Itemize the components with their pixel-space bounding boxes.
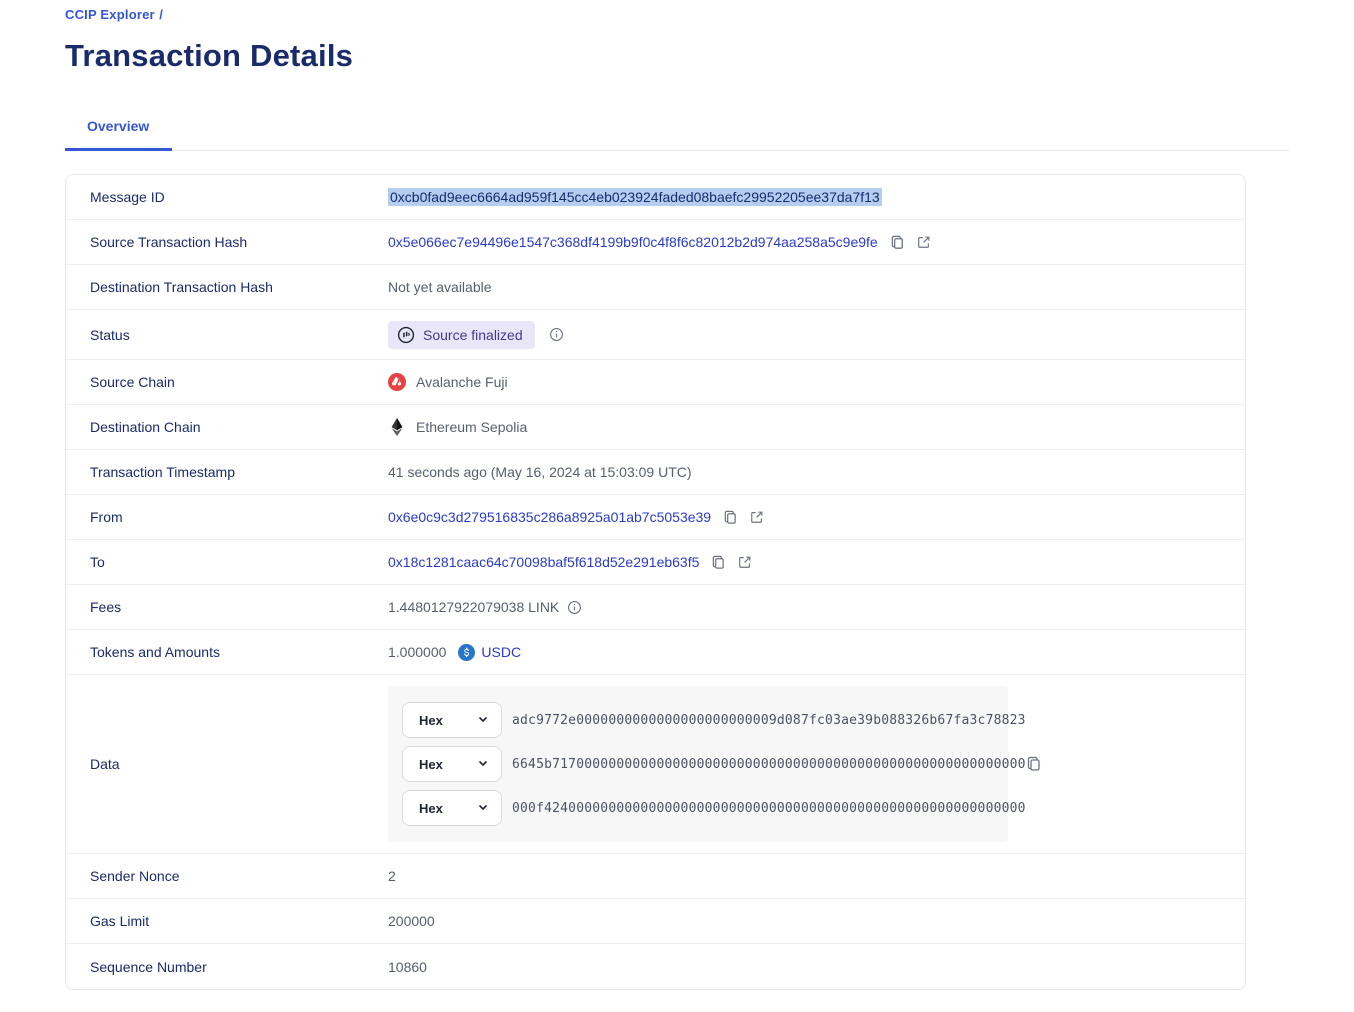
dest-chain-name: Ethereum Sepolia [416,419,528,435]
sender-nonce-label: Sender Nonce [90,868,180,884]
dest-chain-value: Ethereum Sepolia [388,418,527,436]
data-hex-line: 6645b71700000000000000000000000000000000… [512,756,1026,772]
tab-overview[interactable]: Overview [87,118,150,134]
data-line: Hex 000f42400000000000000000000000000000… [402,790,1026,826]
status-badge-text: Source finalized [423,326,523,343]
table-row-data: Data Hex adc9772e00000000000000000000000… [66,675,1245,854]
tokens-label: Tokens and Amounts [90,644,220,660]
tab-bar: Overview [65,118,1289,151]
fees-info-icon[interactable] [567,600,582,615]
table-row-sequence-number: Sequence Number 10860 [66,944,1245,989]
ethereum-icon [388,418,406,436]
token-amount: 1.000000 [388,644,447,660]
dest-chain-label: Destination Chain [90,419,201,435]
token-link[interactable]: USDC [458,643,522,661]
transaction-details-table: Message ID 0xcb0fad9eec6664ad959f145cc4e… [65,174,1246,990]
hex-select-value: Hex [419,800,443,816]
copy-icon[interactable] [723,510,738,525]
from-address-link[interactable]: 0x6e0c9c3d279516835c286a8925a01ab7c5053e… [388,509,712,525]
data-label: Data [90,756,120,772]
table-row-source-tx-hash: Source Transaction Hash 0x5e066ec7e94496… [66,220,1245,265]
hex-format-select[interactable]: Hex [402,790,502,826]
breadcrumb-ccip-explorer-link[interactable]: CCIP Explorer [65,7,155,22]
timestamp-label: Transaction Timestamp [90,464,235,480]
sequence-number-label: Sequence Number [90,958,207,975]
table-row-to: To 0x18c1281caac64c70098baf5f618d52e291e… [66,540,1245,585]
table-row-timestamp: Transaction Timestamp 41 seconds ago (Ma… [66,450,1245,495]
fees-label: Fees [90,599,122,615]
tab-active-indicator [65,148,172,151]
usdc-icon [458,643,476,661]
gas-limit-value: 200000 [388,913,435,929]
hex-select-value: Hex [419,712,443,728]
timestamp-value: 41 seconds ago (May 16, 2024 at 15:03:09… [388,464,692,480]
data-line: Hex 6645b7170000000000000000000000000000… [402,746,1026,782]
external-link-icon[interactable] [738,555,752,569]
hex-format-select[interactable]: Hex [402,702,502,738]
external-link-icon[interactable] [750,510,764,524]
status-info-icon[interactable] [549,327,564,342]
data-hex-line: 000f424000000000000000000000000000000000… [512,800,1026,816]
page-title: Transaction Details [65,38,354,73]
from-label: From [90,509,123,525]
gas-limit-label: Gas Limit [90,913,150,929]
message-id-value[interactable]: 0xcb0fad9eec6664ad959f145cc4eb023924fade… [388,188,882,206]
token-symbol: USDC [481,644,522,660]
chevron-down-icon [477,712,489,728]
data-hex-line: adc9772e0000000000000000000000009d087fc0… [512,712,1026,728]
hex-select-value: Hex [419,756,443,772]
to-address-link[interactable]: 0x18c1281caac64c70098baf5f618d52e291eb63… [388,554,700,570]
sequence-number-value: 10860 [388,958,427,975]
copy-icon[interactable] [1026,756,1042,772]
chevron-down-icon [477,756,489,772]
table-row-gas-limit: Gas Limit 200000 [66,899,1245,944]
table-row-status: Status Source finalized [66,310,1245,360]
source-tx-hash-label: Source Transaction Hash [90,234,248,250]
dest-tx-hash-value: Not yet available [388,279,492,295]
status-badge: Source finalized [388,320,535,349]
breadcrumb-separator: / [159,7,163,22]
breadcrumb: CCIP Explorer / [65,6,1289,24]
to-label: To [90,554,105,570]
table-row-message-id: Message ID 0xcb0fad9eec6664ad959f145cc4e… [66,175,1245,220]
source-chain-name: Avalanche Fuji [416,374,508,390]
table-row-fees: Fees 1.4480127922079038 LINK [66,585,1245,630]
table-row-tokens: Tokens and Amounts 1.000000 USDC [66,630,1245,675]
table-row-sender-nonce: Sender Nonce 2 [66,854,1245,899]
source-chain-label: Source Chain [90,374,175,390]
avalanche-icon [388,373,406,391]
source-chain-value: Avalanche Fuji [388,373,508,391]
message-id-label: Message ID [90,189,165,205]
table-row-source-chain: Source Chain Avalanche Fuji [66,360,1245,405]
copy-icon[interactable] [711,555,726,570]
table-row-dest-tx-hash: Destination Transaction Hash Not yet ava… [66,265,1245,310]
hex-format-select[interactable]: Hex [402,746,502,782]
external-link-icon[interactable] [917,235,931,249]
table-row-dest-chain: Destination Chain Ethereum Sepolia [66,405,1245,450]
dest-tx-hash-label: Destination Transaction Hash [90,279,273,295]
copy-icon[interactable] [890,235,905,250]
sender-nonce-value: 2 [388,868,396,884]
chevron-down-icon [477,800,489,816]
source-tx-hash-link[interactable]: 0x5e066ec7e94496e1547c368df4199b9f0c4f8f… [388,234,878,250]
page-header: CCIP Explorer / Transaction Details [0,0,1354,74]
status-progress-icon [397,326,415,344]
table-row-from: From 0x6e0c9c3d279516835c286a8925a01ab7c… [66,495,1245,540]
data-panel: Hex adc9772e0000000000000000000000009d08… [388,686,1026,842]
status-label: Status [90,326,130,343]
fees-value: 1.4480127922079038 LINK [388,599,560,615]
data-line: Hex adc9772e0000000000000000000000009d08… [402,702,1026,738]
